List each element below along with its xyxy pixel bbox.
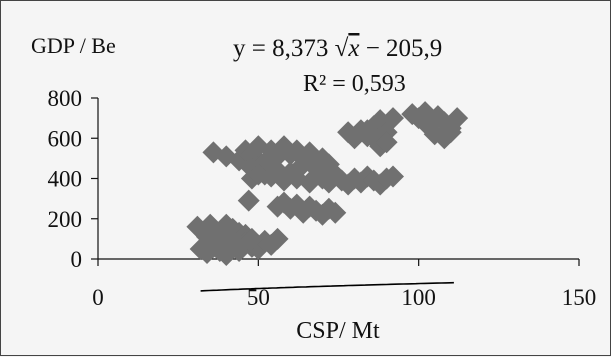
data-point	[401, 103, 424, 126]
trendline	[200, 281, 454, 292]
y-axis-label: GDP / Be	[31, 33, 116, 58]
x-tick-label: 0	[92, 285, 104, 310]
trend-equation: y = 8,373 √x − 205,9	[233, 35, 442, 62]
data-point	[382, 107, 405, 130]
data-point	[417, 115, 440, 138]
sqrt-symbol: √	[335, 35, 349, 62]
data-points	[186, 101, 469, 266]
y-tick-label: 800	[48, 86, 83, 111]
x-axis-label: CSP/ Mt	[296, 318, 380, 344]
y-tick-label: 200	[48, 207, 83, 232]
equation-suffix: − 205,9	[359, 35, 442, 62]
equation-prefix: y = 8,373	[233, 35, 335, 62]
x-tick-label: 150	[562, 285, 597, 310]
axes: 0 200 400 600 800 0 50 100 150	[48, 86, 597, 310]
data-point	[240, 143, 263, 166]
data-point	[382, 165, 405, 188]
data-point	[324, 201, 347, 224]
y-tick-label: 400	[48, 167, 83, 192]
data-point	[266, 227, 289, 250]
equation-x: x	[347, 35, 359, 62]
trendline-group	[200, 281, 454, 292]
x-tick-label: 50	[247, 285, 270, 310]
data-point	[237, 189, 260, 212]
r-squared-label: R² = 0,593	[303, 71, 406, 97]
data-point	[375, 131, 398, 154]
data-point	[446, 107, 469, 130]
data-point	[240, 227, 263, 250]
y-tick-label: 600	[48, 126, 83, 151]
x-tick-label: 100	[401, 285, 436, 310]
y-tick-label: 0	[71, 247, 83, 272]
data-point	[356, 119, 379, 142]
